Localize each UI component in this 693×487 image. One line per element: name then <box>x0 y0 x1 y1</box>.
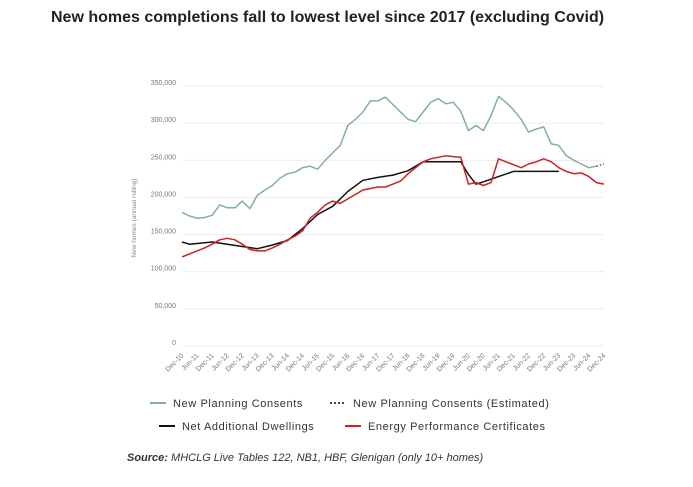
legend-label-net-additional-dwellings: Net Additional Dwellings <box>182 421 314 433</box>
y-axis-label: New homes (annual rolling) <box>131 178 138 257</box>
y-tick-label: 300,000 <box>151 117 176 124</box>
y-tick-label: 200,000 <box>151 191 176 198</box>
series-line-1 <box>596 163 605 167</box>
series-line-3 <box>181 155 605 258</box>
x-tick-label: Dec-10 <box>164 352 185 373</box>
legend-label-planning-consents-estimated: New Planning Consents (Estimated) <box>353 398 550 410</box>
y-tick-label: 350,000 <box>151 80 176 87</box>
source-label: Source: <box>127 452 168 464</box>
source-note: Source: MHCLG Live Tables 122, NB1, HBF,… <box>127 452 483 464</box>
y-axis-ticks: 0 50,000 100,000 150,000 200,000 250,000 300,0… <box>151 80 176 347</box>
chart-title: New homes completions fall to lowest lev… <box>51 9 605 26</box>
series-lines <box>181 95 605 258</box>
y-tick-label: 100,000 <box>151 266 176 273</box>
y-tick-label: 250,000 <box>151 154 176 161</box>
legend-label-planning-consents: New Planning Consents <box>173 398 303 410</box>
legend: New Planning Consents New Planning Conse… <box>150 398 550 433</box>
line-chart: 0 50,000 100,000 150,000 200,000 250,000 300,0… <box>131 80 607 433</box>
y-tick-label: 50,000 <box>155 303 177 310</box>
source-text: MHCLG Live Tables 122, NB1, HBF, Gleniga… <box>171 452 484 464</box>
legend-label-epc: Energy Performance Certificates <box>368 421 546 433</box>
x-axis-ticks: Dec-10Jun-11Dec-11Jun-12Dec-12Jun-13Dec-… <box>164 352 607 373</box>
series-line-0 <box>181 95 597 219</box>
y-tick-label: 150,000 <box>151 229 176 236</box>
y-tick-label: 0 <box>172 340 176 347</box>
grid-lines <box>182 85 604 347</box>
series-line-2 <box>181 161 559 250</box>
